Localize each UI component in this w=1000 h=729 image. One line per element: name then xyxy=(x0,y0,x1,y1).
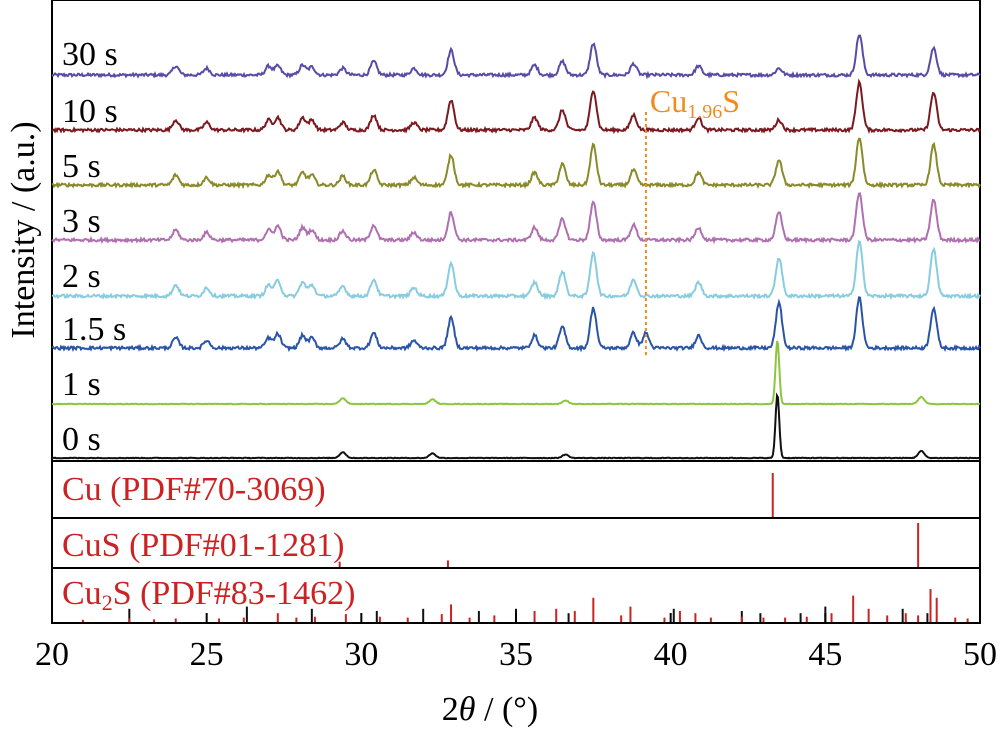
series-line-1-5-s xyxy=(51,296,981,353)
x-tick-label: 20 xyxy=(35,636,69,673)
x-tick-label: 50 xyxy=(963,636,997,673)
series-line-10-s xyxy=(51,78,981,135)
x-axis-ticks: 20 25 30 35 40 45 50 xyxy=(35,613,997,673)
series-layer xyxy=(51,34,981,460)
x-axis-label: 2θ / (°) xyxy=(442,691,538,728)
x-tick-label: 25 xyxy=(190,636,224,673)
reference-layer: Cu (PDF#70-3069) CuS (PDF#01-1281) Cu2S (P… xyxy=(62,471,969,622)
series-label: 3 s xyxy=(62,203,101,240)
x-tick-label: 40 xyxy=(654,636,688,673)
series-label: 1.5 s xyxy=(62,311,126,348)
series-labels: 30 s 10 s 5 s 3 s 2 s 1.5 s 1 s 0 s xyxy=(62,36,126,458)
series-label: 30 s xyxy=(62,36,118,73)
reference-label: CuS (PDF#01-1281) xyxy=(62,527,344,564)
x-tick-label: 35 xyxy=(499,636,533,673)
y-axis-label: Intensity / (a.u.) xyxy=(5,121,42,338)
x-tick-label: 45 xyxy=(808,636,842,673)
series-label: 0 s xyxy=(62,421,101,458)
series-label: 2 s xyxy=(62,258,101,295)
reference-label: Cu2S (PDF#83-1462) xyxy=(62,575,355,615)
series-line-30-s xyxy=(51,34,981,80)
series-line-1-s xyxy=(51,340,981,406)
series-line-3-s xyxy=(51,192,981,245)
series-line-5-s xyxy=(51,137,981,190)
series-line-2-s xyxy=(51,239,981,301)
x-tick-label: 30 xyxy=(344,636,378,673)
series-label: 10 s xyxy=(62,93,118,130)
plot-frame-top xyxy=(51,0,981,462)
cu196s-annotation: Cu1.96S xyxy=(650,83,740,123)
reference-label: Cu (PDF#70-3069) xyxy=(62,471,326,508)
series-label: 1 s xyxy=(62,366,101,403)
series-line-0-s xyxy=(51,392,981,460)
series-label: 5 s xyxy=(62,148,101,185)
